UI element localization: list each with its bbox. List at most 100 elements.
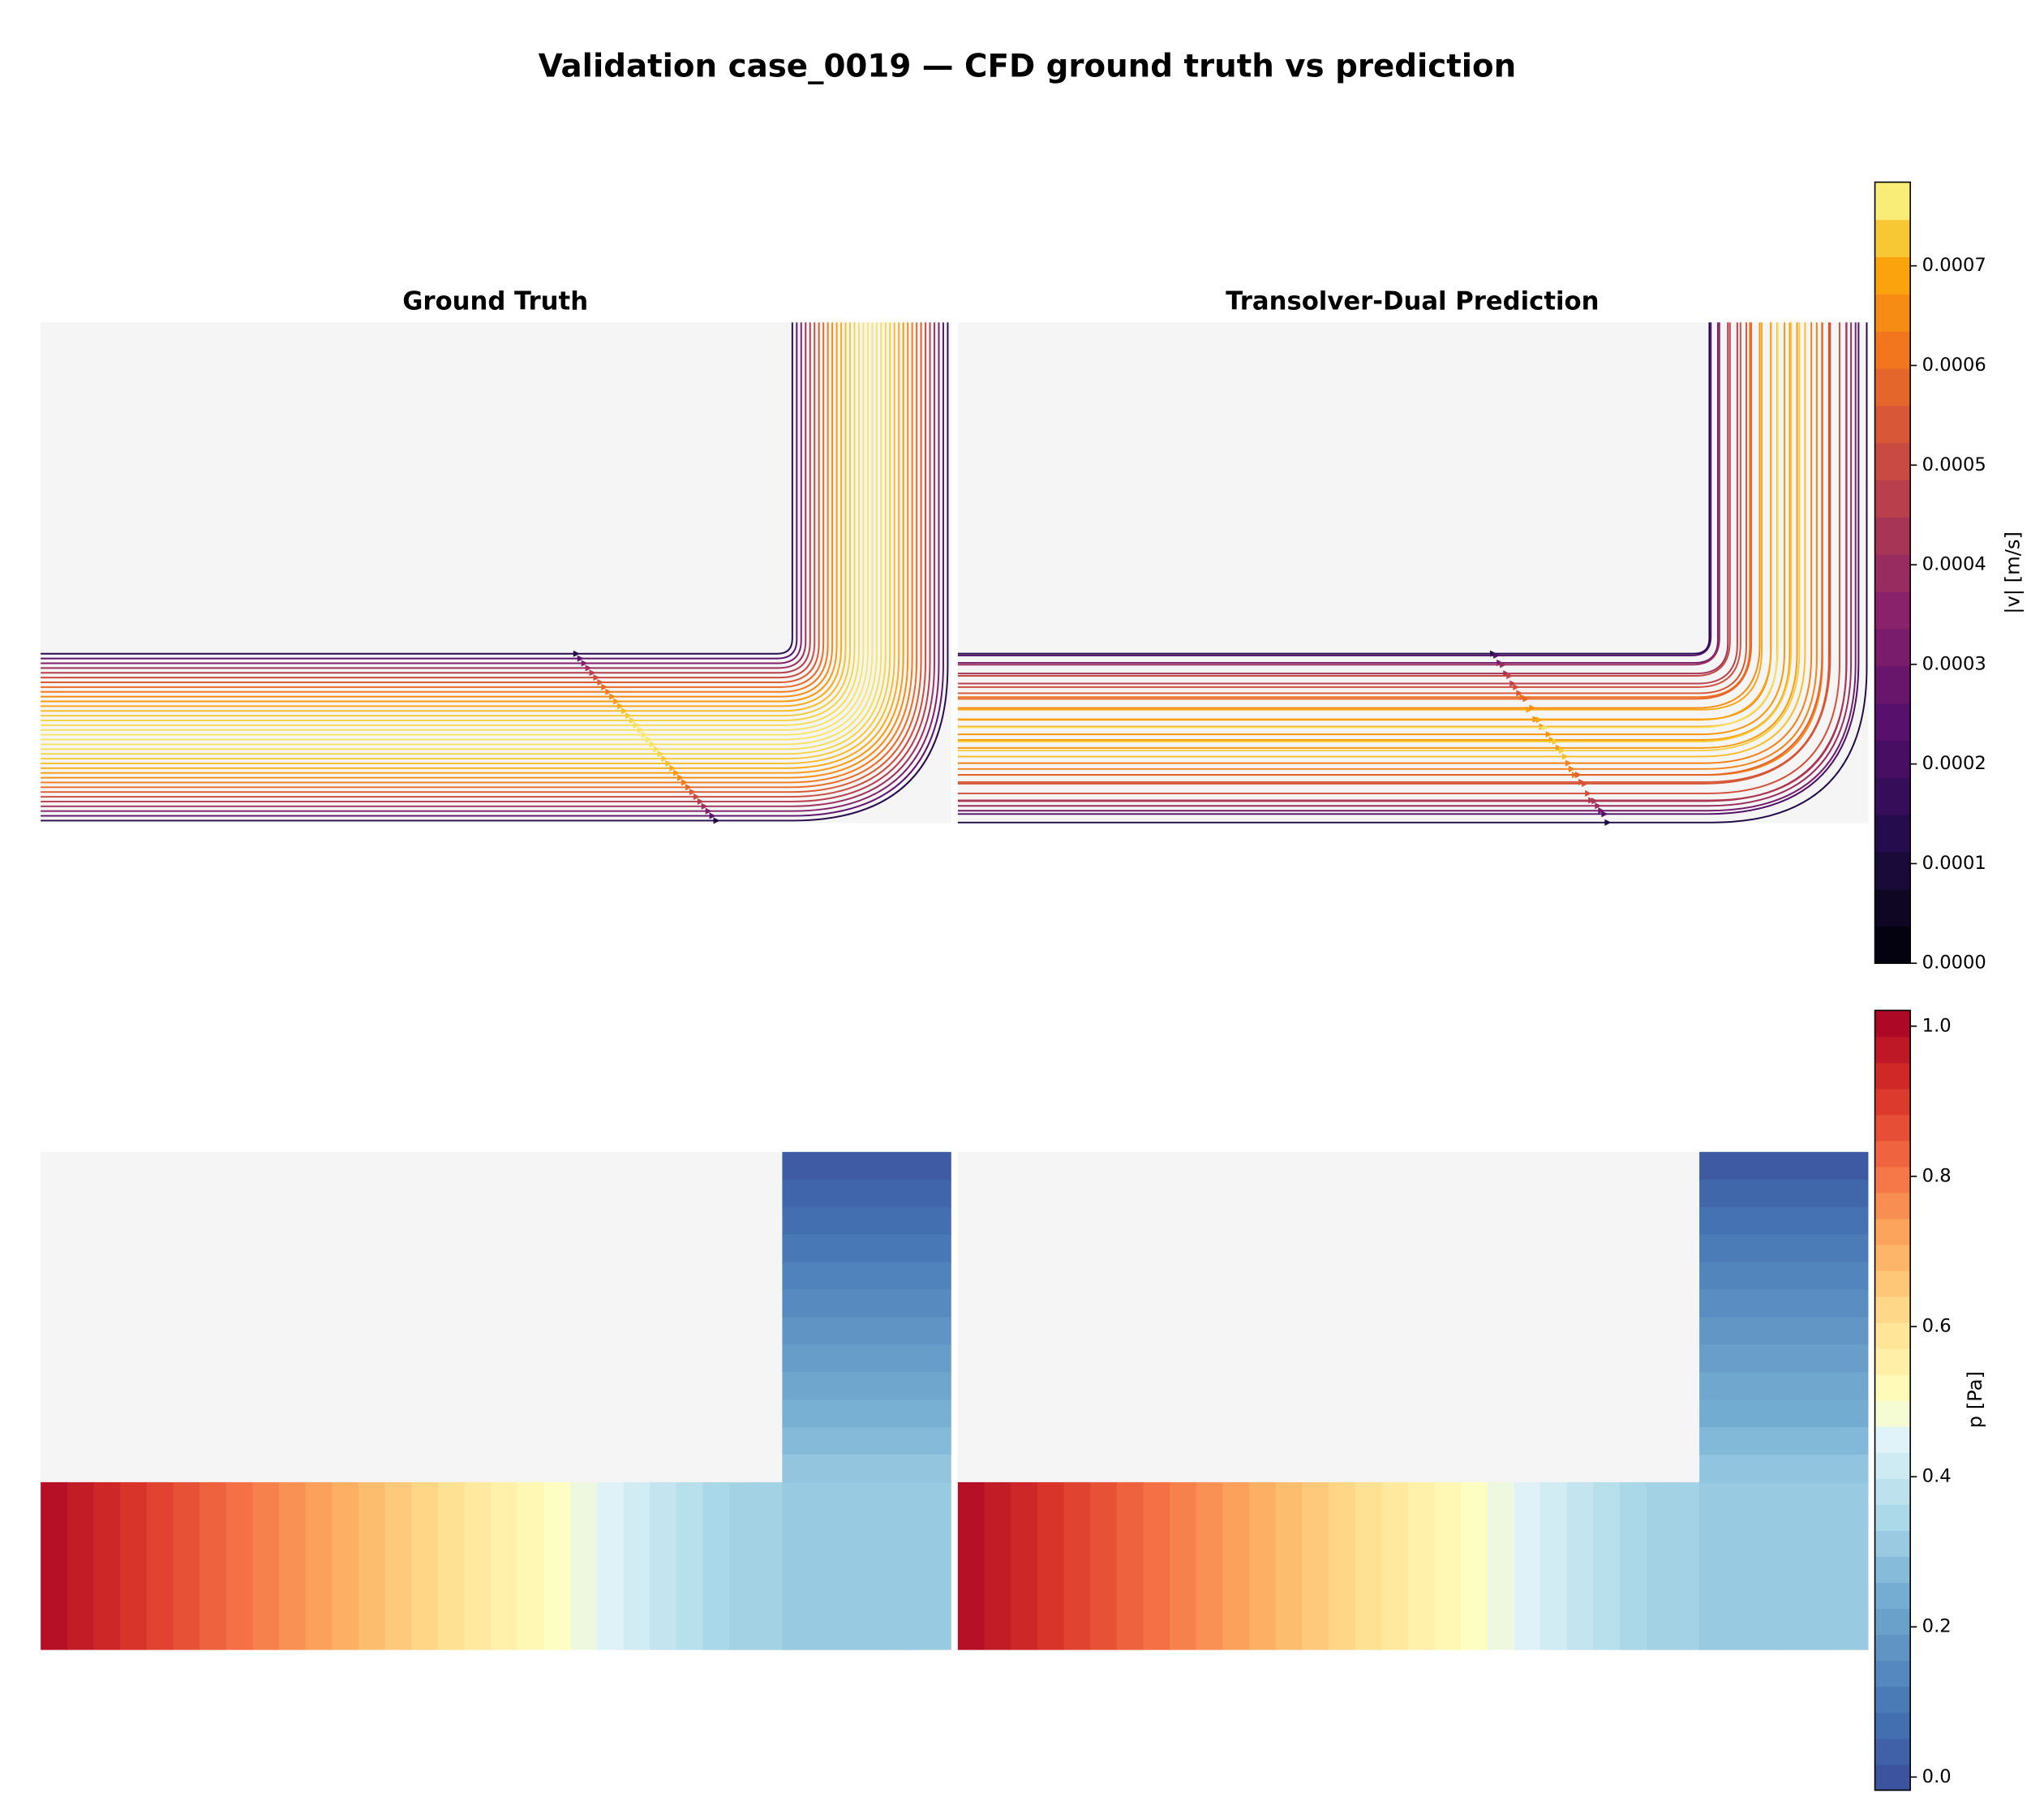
pressure-band xyxy=(332,1481,359,1650)
colorbar-band xyxy=(1874,1270,1911,1297)
streamline-arrow xyxy=(689,789,697,796)
streamline xyxy=(957,322,1813,764)
pressure-band xyxy=(93,1481,122,1650)
streamline-arrow xyxy=(573,650,580,657)
streamline xyxy=(41,322,918,789)
streamline-arrow xyxy=(585,664,592,672)
pressure-band xyxy=(782,1206,951,1236)
colorbar-band xyxy=(1874,814,1911,853)
pressure-band xyxy=(623,1481,651,1650)
streamline xyxy=(957,322,1848,802)
streamline xyxy=(957,322,1712,656)
streamline xyxy=(957,322,1729,675)
figure-title: Validation case_0019 — CFD ground truth … xyxy=(539,48,1517,84)
pressure-band xyxy=(782,1234,951,1263)
streamline-arrow xyxy=(1545,731,1552,738)
colorbar-band xyxy=(1874,1738,1911,1765)
colorbar-tick-label: 0.6 xyxy=(1922,1315,1952,1336)
streamline xyxy=(41,322,922,793)
plot-layer: 0.00000.00010.00020.00030.00040.00050.00… xyxy=(41,181,2025,1791)
streamline xyxy=(957,322,1763,711)
streamline-arrow xyxy=(1513,683,1520,690)
pressure-band xyxy=(1011,1481,1038,1650)
streamline-arrow xyxy=(589,669,596,677)
colorbar-band xyxy=(1874,517,1911,555)
colorbar-tick-label: 0.0001 xyxy=(1922,853,1986,874)
streamline xyxy=(41,322,931,802)
pressure-band xyxy=(1699,1289,1869,1318)
pressure-panel xyxy=(957,1151,1869,1650)
streamline xyxy=(41,322,860,726)
streamline-arrow xyxy=(657,750,664,758)
pressure-band xyxy=(279,1481,307,1650)
streamline xyxy=(41,322,927,798)
streamline-arrow xyxy=(609,693,616,700)
colorbar-band xyxy=(1874,1660,1911,1688)
streamline xyxy=(957,322,1747,694)
streamline-arrow xyxy=(1595,802,1602,810)
colorbar-band xyxy=(1874,1062,1911,1090)
colorbar-tick-label: 1.0 xyxy=(1922,1015,1952,1036)
colorbar-band xyxy=(1874,1348,1911,1375)
streamline xyxy=(957,322,1786,736)
pressure-band xyxy=(1275,1481,1303,1650)
streamline xyxy=(957,322,1731,677)
streamline-arrow xyxy=(685,784,693,791)
pressure-band xyxy=(1461,1481,1488,1650)
pressure-band xyxy=(67,1481,95,1650)
pressure-band xyxy=(1063,1481,1092,1650)
colorbar-tick-label: 0.2 xyxy=(1922,1616,1952,1637)
streamline xyxy=(41,322,807,669)
pressure-band xyxy=(437,1481,466,1650)
streamline-arrow xyxy=(1601,811,1608,818)
pressure-band xyxy=(1090,1481,1118,1650)
streamline xyxy=(41,322,825,688)
streamline xyxy=(957,322,1853,807)
pressure-band xyxy=(146,1481,174,1650)
streamline-arrow xyxy=(597,678,604,686)
pressure-band xyxy=(1699,1317,1869,1346)
streamline xyxy=(957,322,1741,688)
colorbar-band xyxy=(1874,1530,1911,1557)
streamline xyxy=(41,322,865,731)
pressure-band xyxy=(984,1481,1012,1650)
streamline xyxy=(41,322,793,655)
streamline xyxy=(41,322,895,764)
streamline-arrow xyxy=(621,707,629,715)
colorbar-band xyxy=(1874,1036,1911,1064)
streamline-arrow xyxy=(705,807,712,815)
colorbar-band xyxy=(1874,1374,1911,1401)
pressure-band xyxy=(491,1481,518,1650)
pressure-band xyxy=(782,1317,951,1346)
streamline-arrow xyxy=(1493,651,1501,659)
streamline xyxy=(957,322,1840,794)
streamline-arrow xyxy=(1516,690,1523,697)
colorbar-band xyxy=(1874,1400,1911,1427)
streamline xyxy=(41,322,869,736)
colorbar-band xyxy=(1874,479,1911,518)
streamline-arrow xyxy=(713,817,720,824)
pressure-band xyxy=(702,1481,731,1650)
colorbar-band xyxy=(1874,1712,1911,1739)
colorbar-band xyxy=(1874,256,1911,295)
colorbar-band xyxy=(1874,442,1911,481)
pressure-band xyxy=(1222,1481,1250,1650)
colorbar-tick-label: 0.8 xyxy=(1922,1165,1952,1186)
pressure-band xyxy=(1646,1481,1674,1650)
streamline xyxy=(41,322,913,784)
streamline-arrow xyxy=(1506,672,1514,680)
pressure-band xyxy=(1673,1481,1701,1650)
pressure-band xyxy=(1249,1481,1277,1650)
streamline xyxy=(41,322,887,755)
streamline-panel xyxy=(41,322,951,824)
streamline-arrow xyxy=(653,746,660,753)
pressure-band xyxy=(782,1372,951,1401)
streamline xyxy=(41,322,935,807)
streamline-arrow xyxy=(605,688,612,695)
colorbar-band xyxy=(1874,1582,1911,1610)
pressure-band xyxy=(120,1481,148,1650)
streamline xyxy=(957,322,1753,700)
streamline-arrow xyxy=(645,736,652,743)
pressure-band xyxy=(676,1481,704,1650)
pressure-band xyxy=(1699,1151,1869,1180)
